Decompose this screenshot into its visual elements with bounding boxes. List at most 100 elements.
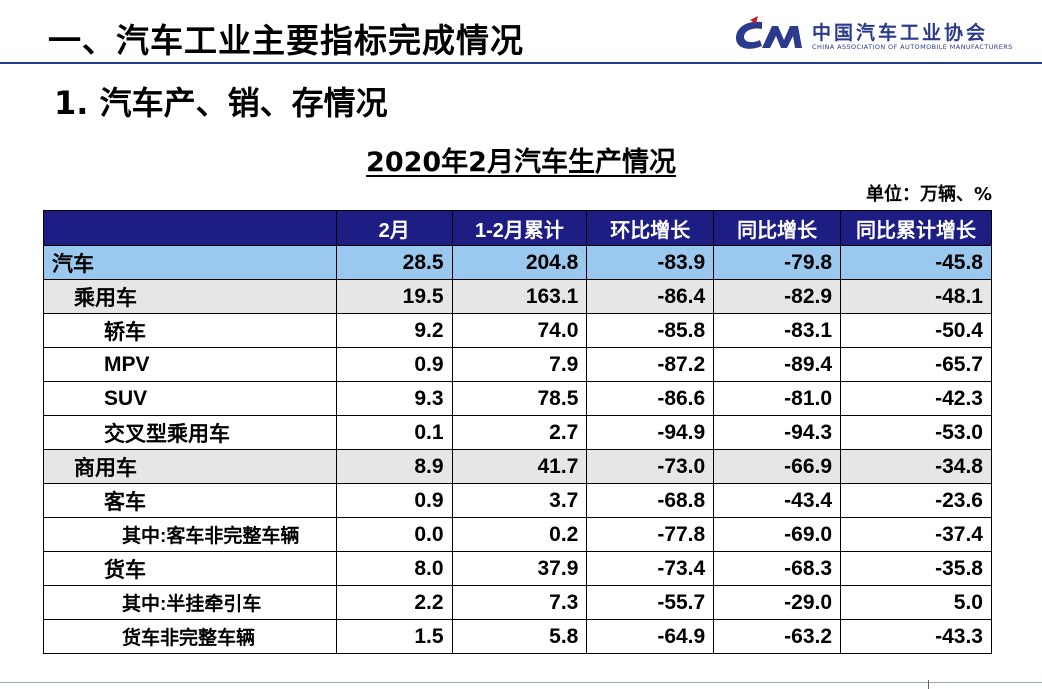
footer-tick: [928, 680, 929, 689]
caam-logo-icon: [736, 16, 802, 49]
cell-value: -85.8: [586, 313, 715, 348]
cell-value: -68.8: [586, 483, 715, 518]
cell-value: -43.4: [713, 483, 842, 518]
column-header: 同比增长: [713, 210, 842, 246]
column-header: 同比累计增长: [840, 210, 992, 246]
cell-value: 1.5: [335, 619, 453, 654]
cell-value: 2.7: [451, 415, 588, 450]
cell-value: -66.9: [713, 449, 842, 484]
cell-value: -65.7: [840, 347, 992, 382]
row-label: 货车: [43, 551, 337, 586]
cell-value: 5.8: [451, 619, 588, 654]
table-title-text: 2020年2月汽车生产情况: [366, 147, 676, 178]
cell-value: -50.4: [840, 313, 992, 348]
row-label: 商用车: [43, 449, 337, 484]
cell-value: 5.0: [840, 585, 992, 620]
cell-value: -83.9: [586, 245, 715, 280]
table-row: 商用车 8.9 41.7 -73.0 -66.9 -34.8: [43, 449, 992, 484]
row-label: MPV: [43, 347, 337, 382]
cell-value: 2.2: [335, 585, 453, 620]
table-body: 汽车 28.5 204.8 -83.9 -79.8 -45.8 乘用车 19.5 163.1 -8…: [43, 245, 992, 654]
table-row: 客车 0.9 3.7 -68.8 -43.4 -23.6: [43, 483, 992, 518]
cell-value: -42.3: [840, 381, 992, 416]
cell-value: -23.6: [840, 483, 992, 518]
cell-value: -82.9: [713, 279, 842, 314]
header-divider: [0, 62, 1042, 64]
cell-value: -55.7: [586, 585, 715, 620]
column-header: 2月: [335, 210, 453, 246]
cell-value: 7.9: [451, 347, 588, 382]
cell-value: 74.0: [451, 313, 588, 348]
table-row: 其中:客车非完整车辆 0.0 0.2 -77.8 -69.0 -37.4: [43, 517, 992, 552]
cell-value: -86.6: [586, 381, 715, 416]
cell-value: -35.8: [840, 551, 992, 586]
column-header: 1-2月累计: [451, 210, 588, 246]
footer-divider: [0, 682, 1042, 683]
cell-value: -37.4: [840, 517, 992, 552]
cell-value: -73.0: [586, 449, 715, 484]
logo-text-cn: 中国汽车工业协会: [812, 22, 989, 44]
unit-label: 单位：万辆、%: [865, 184, 992, 205]
logo-text-en: CHINA ASSOCIATION OF AUTOMOBILE MANUFACT…: [812, 43, 1013, 51]
cell-value: 78.5: [451, 381, 588, 416]
table-row: SUV 9.3 78.5 -86.6 -81.0 -42.3: [43, 381, 992, 416]
table-row: MPV 0.9 7.9 -87.2 -89.4 -65.7: [43, 347, 992, 382]
cell-value: -77.8: [586, 517, 715, 552]
production-table: 2月 1-2月累计 环比增长 同比增长 同比累计增长 汽车 28.5 204.8 -83.9-…: [43, 210, 992, 654]
cell-value: 0.9: [335, 483, 453, 518]
cell-value: 7.3: [451, 585, 588, 620]
cell-value: 8.0: [335, 551, 453, 586]
row-label: SUV: [43, 381, 337, 416]
cell-value: 9.2: [335, 313, 453, 348]
caam-logo: 中国汽车工业协会 CHINA ASSOCIATION OF AUTOMOBILE…: [732, 14, 1012, 56]
cell-value: 0.9: [335, 347, 453, 382]
cell-value: -94.3: [713, 415, 842, 450]
cell-value: 0.2: [451, 517, 588, 552]
cell-value: 19.5: [335, 279, 453, 314]
cell-value: -79.8: [713, 245, 842, 280]
cell-value: 41.7: [451, 449, 588, 484]
table-row: 乘用车 19.5 163.1 -86.4 -82.9 -48.1: [43, 279, 992, 314]
cell-value: -53.0: [840, 415, 992, 450]
subtitle: 1. 汽车产、销、存情况: [54, 84, 388, 122]
cell-value: 8.9: [335, 449, 453, 484]
row-label: 客车: [43, 483, 337, 518]
cell-value: 28.5: [335, 245, 453, 280]
cell-value: -86.4: [586, 279, 715, 314]
cell-value: -73.4: [586, 551, 715, 586]
row-label: 其中:半挂牵引车: [43, 585, 337, 620]
cell-value: -43.3: [840, 619, 992, 654]
cell-value: -63.2: [713, 619, 842, 654]
table-header-row: 2月 1-2月累计 环比增长 同比增长 同比累计增长: [43, 210, 992, 246]
cell-value: 37.9: [451, 551, 588, 586]
row-label: 交叉型乘用车: [43, 415, 337, 450]
table-row: 货车 8.0 37.9 -73.4 -68.3 -35.8: [43, 551, 992, 586]
column-header: [43, 210, 337, 246]
table-row: 交叉型乘用车 0.1 2.7 -94.9 -94.3 -53.0: [43, 415, 992, 450]
cell-value: -64.9: [586, 619, 715, 654]
cell-value: 9.3: [335, 381, 453, 416]
cell-value: 0.1: [335, 415, 453, 450]
row-label: 货车非完整车辆: [43, 619, 337, 654]
row-label: 乘用车: [43, 279, 337, 314]
cell-value: -45.8: [840, 245, 992, 280]
row-label: 汽车: [43, 245, 337, 280]
table-row: 货车非完整车辆 1.5 5.8 -64.9 -63.2 -43.3: [43, 619, 992, 654]
cell-value: 3.7: [451, 483, 588, 518]
cell-value: 204.8: [451, 245, 588, 280]
table-row: 汽车 28.5 204.8 -83.9 -79.8 -45.8: [43, 245, 992, 280]
column-header: 环比增长: [586, 210, 715, 246]
section-title: 一、汽车工业主要指标完成情况: [48, 21, 524, 60]
row-label: 轿车: [43, 313, 337, 348]
cell-value: 163.1: [451, 279, 588, 314]
cell-value: -69.0: [713, 517, 842, 552]
cell-value: -29.0: [713, 585, 842, 620]
cell-value: -83.1: [713, 313, 842, 348]
cell-value: -81.0: [713, 381, 842, 416]
cell-value: 0.0: [335, 517, 453, 552]
cell-value: -94.9: [586, 415, 715, 450]
table-row: 其中:半挂牵引车 2.2 7.3 -55.7 -29.0 5.0: [43, 585, 992, 620]
cell-value: -34.8: [840, 449, 992, 484]
slide-header: 一、汽车工业主要指标完成情况 中国汽车工业协会 CHINA ASSOCIATIO…: [0, 0, 1042, 64]
table-row: 轿车 9.2 74.0 -85.8 -83.1 -50.4: [43, 313, 992, 348]
